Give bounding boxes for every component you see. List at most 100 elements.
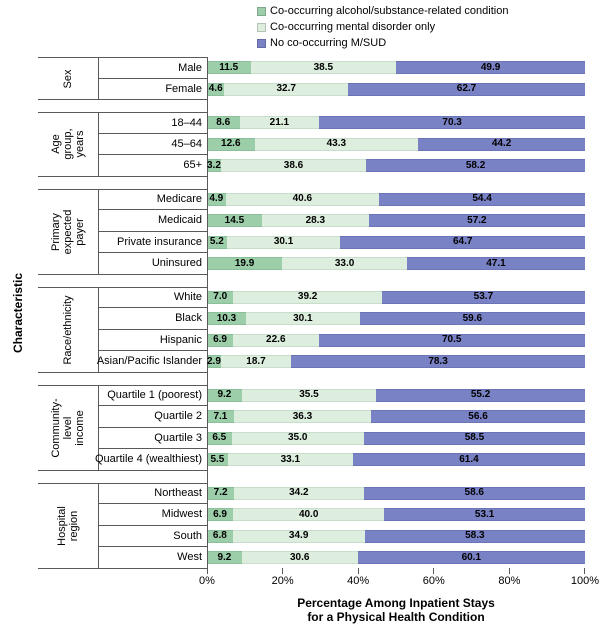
legend-item: No co-occurring M/SUD xyxy=(257,35,508,51)
bar-value-label: 70.5 xyxy=(442,334,462,346)
bar-value-label: 5.2 xyxy=(209,236,224,248)
category-label: Northeast xyxy=(98,482,207,504)
legend-swatch xyxy=(257,22,266,32)
group-label-text: Community- level income xyxy=(50,397,86,458)
chart-group: Age group, years 18–44 8.6 21.1 70.3 45–64 12.… xyxy=(38,112,586,177)
bar-segment: 57.2 xyxy=(368,214,585,228)
x-tick xyxy=(584,568,585,574)
category-label: Male xyxy=(98,57,207,79)
chart-group: Sex Male 11.5 38.5 49.9 Female 4.6 32.7 62.7 xyxy=(38,57,585,100)
bar-value-label: 64.7 xyxy=(452,236,473,248)
x-tick-label: 80% xyxy=(498,575,521,587)
category-label: Medicare xyxy=(98,188,207,210)
bar-value-label: 54.4 xyxy=(472,193,492,205)
bar-value-label: 30.6 xyxy=(289,551,310,563)
bar-row: Hispanic 6.9 22.6 70.5 xyxy=(98,329,585,351)
bar-segment: 7.0 xyxy=(207,290,234,304)
stacked-bar: 7.2 34.2 58.6 xyxy=(207,486,586,500)
bar-row: Quartile 3 6.5 35.0 58.5 xyxy=(98,427,585,449)
stacked-bar: 10.3 30.1 59.6 xyxy=(207,312,585,326)
stacked-bar: 14.5 28.3 57.2 xyxy=(207,214,585,228)
bar-segment: 4.9 xyxy=(207,192,226,206)
x-tick xyxy=(357,568,359,574)
bar-value-label: 9.2 xyxy=(217,389,232,401)
bar-value-label: 8.6 xyxy=(216,116,231,128)
group-label: Community- level income xyxy=(38,384,98,471)
bar-value-label: 30.1 xyxy=(293,312,313,324)
bar-value-label: 58.2 xyxy=(465,159,486,171)
chart-group: Primary expected payer Medicare 4.9 40.6 54.… xyxy=(38,188,586,275)
bar-row: Quartile 2 7.1 36.3 56.6 xyxy=(98,406,586,428)
bar-segment: 3.2 xyxy=(207,159,221,173)
bar-value-label: 35.5 xyxy=(299,389,319,401)
bar-row: Quartile 1 (poorest) 9.2 35.5 55.2 xyxy=(98,384,585,406)
bar-row: 18–44 8.6 21.1 70.3 xyxy=(98,112,586,134)
group-label-text: Primary expected payer xyxy=(50,209,86,254)
group-rows: 18–44 8.6 21.1 70.3 45–64 12.6 43.3 44.2 65+ 3.2 3… xyxy=(98,112,586,177)
x-tick xyxy=(508,568,510,574)
bar-segment: 60.1 xyxy=(357,551,585,565)
stacked-bar: 6.9 40.0 53.1 xyxy=(207,508,585,522)
bar-segment: 30.1 xyxy=(226,235,341,249)
bar-value-label: 78.3 xyxy=(428,355,448,367)
bar-value-label: 61.4 xyxy=(459,453,479,465)
bar-value-label: 11.5 xyxy=(219,61,239,73)
bar-row: Asian/Pacific Islander 2.9 18.7 78.3 xyxy=(97,351,585,373)
legend-item: Co-occurring mental disorder only xyxy=(257,19,508,35)
bar-segment: 64.7 xyxy=(340,235,585,249)
bar-value-label: 58.5 xyxy=(464,432,485,444)
category-label: 65+ xyxy=(98,155,207,177)
bar-row: Medicare 4.9 40.6 54.4 xyxy=(98,188,586,210)
x-tick-label: 40% xyxy=(347,575,370,587)
group-label-text: Age group, years xyxy=(50,128,86,160)
category-label: Private insurance xyxy=(98,231,207,253)
bar-segment: 19.9 xyxy=(207,257,283,271)
bar-value-label: 21.1 xyxy=(269,116,290,128)
bar-segment: 22.6 xyxy=(233,333,319,347)
category-label: Black xyxy=(98,308,207,330)
bar-segment: 11.5 xyxy=(207,61,251,75)
group-label: Sex xyxy=(38,57,98,100)
bar-value-label: 36.3 xyxy=(292,410,313,422)
legend-item: Co-occurring alcohol/substance-related c… xyxy=(257,3,508,19)
bar-segment: 40.0 xyxy=(233,508,385,522)
x-tick-label: 0% xyxy=(199,575,215,587)
y-axis-title-text: Characteristic xyxy=(11,272,25,354)
bar-value-label: 49.9 xyxy=(480,61,501,73)
bar-value-label: 22.6 xyxy=(266,334,286,346)
legend-label: Co-occurring mental disorder only xyxy=(270,21,436,33)
category-label: Quartile 1 (poorest) xyxy=(98,384,207,406)
bar-value-label: 7.1 xyxy=(213,410,228,422)
bar-segment: 54.4 xyxy=(379,192,586,206)
bar-value-label: 34.2 xyxy=(289,487,309,499)
legend-swatch xyxy=(257,38,266,48)
category-label: Female xyxy=(98,78,207,100)
stacked-bar: 2.9 18.7 78.3 xyxy=(207,355,585,369)
bar-value-label: 28.3 xyxy=(305,214,326,226)
y-axis-line xyxy=(207,57,208,573)
bar-segment: 9.2 xyxy=(207,388,242,402)
legend: Co-occurring alcohol/substance-related c… xyxy=(257,3,508,51)
bar-segment: 18.7 xyxy=(220,355,292,369)
bar-row: White 7.0 39.2 53.7 xyxy=(98,286,585,308)
bar-value-label: 35.0 xyxy=(287,432,308,444)
stacked-bar: 3.2 38.6 58.2 xyxy=(207,159,585,173)
stacked-bar: 8.6 21.1 70.3 xyxy=(207,116,586,130)
bar-row: South 6.8 34.9 58.3 xyxy=(98,525,585,547)
bar-value-label: 4.6 xyxy=(208,83,223,95)
stacked-bar: 7.0 39.2 53.7 xyxy=(207,290,585,304)
bar-row: Quartile 4 (wealthiest) 5.5 33.1 61.4 xyxy=(95,449,586,471)
bar-segment: 12.6 xyxy=(207,137,255,151)
bar-row: Female 4.6 32.7 62.7 xyxy=(98,78,585,100)
legend-label: No co-occurring M/SUD xyxy=(270,37,387,49)
group-label-text: Race/ethnicity xyxy=(62,294,74,365)
bar-segment: 62.7 xyxy=(348,82,585,96)
bar-value-label: 7.0 xyxy=(213,291,228,303)
x-axis-title-line1: Percentage Among Inpatient Stays xyxy=(297,596,495,610)
bar-value-label: 38.6 xyxy=(283,159,304,171)
bar-value-label: 59.6 xyxy=(462,312,483,324)
category-label: Uninsured xyxy=(98,253,207,275)
bar-value-label: 58.3 xyxy=(465,530,485,542)
bar-row: West 9.2 30.6 60.1 xyxy=(98,547,585,569)
bar-row: Northeast 7.2 34.2 58.6 xyxy=(98,482,586,504)
